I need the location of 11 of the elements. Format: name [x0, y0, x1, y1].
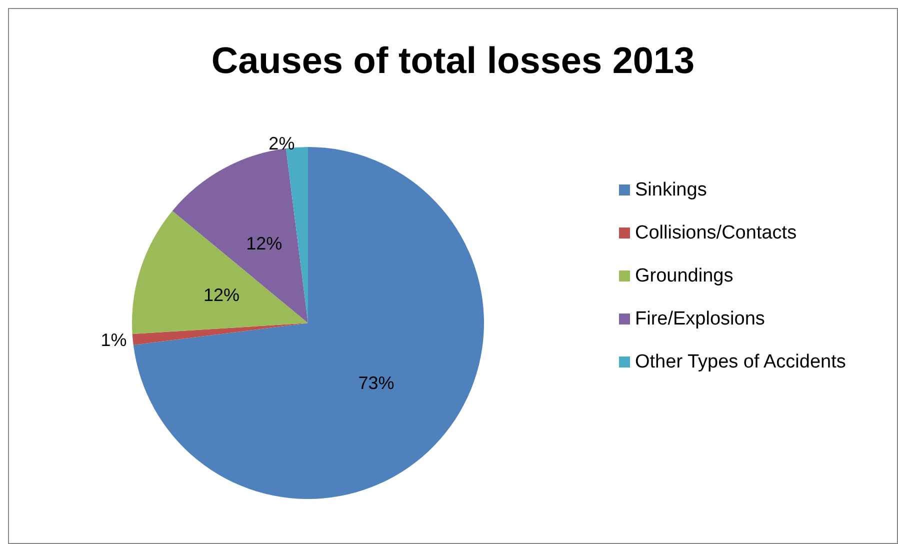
data-label: 73% [358, 373, 394, 394]
legend-label: Collisions/Contacts [635, 222, 797, 244]
legend-label: Fire/Explosions [635, 308, 765, 330]
legend-label: Sinkings [635, 180, 707, 200]
chart-title: Causes of total losses 2013 [211, 40, 695, 81]
data-label: 12% [246, 233, 282, 254]
data-label: 12% [203, 284, 240, 305]
data-label: 1% [100, 330, 127, 350]
legend-label: Groundings [635, 266, 734, 286]
data-label: 2% [268, 133, 295, 154]
legend-label: Other Types of Accidents [635, 352, 846, 372]
